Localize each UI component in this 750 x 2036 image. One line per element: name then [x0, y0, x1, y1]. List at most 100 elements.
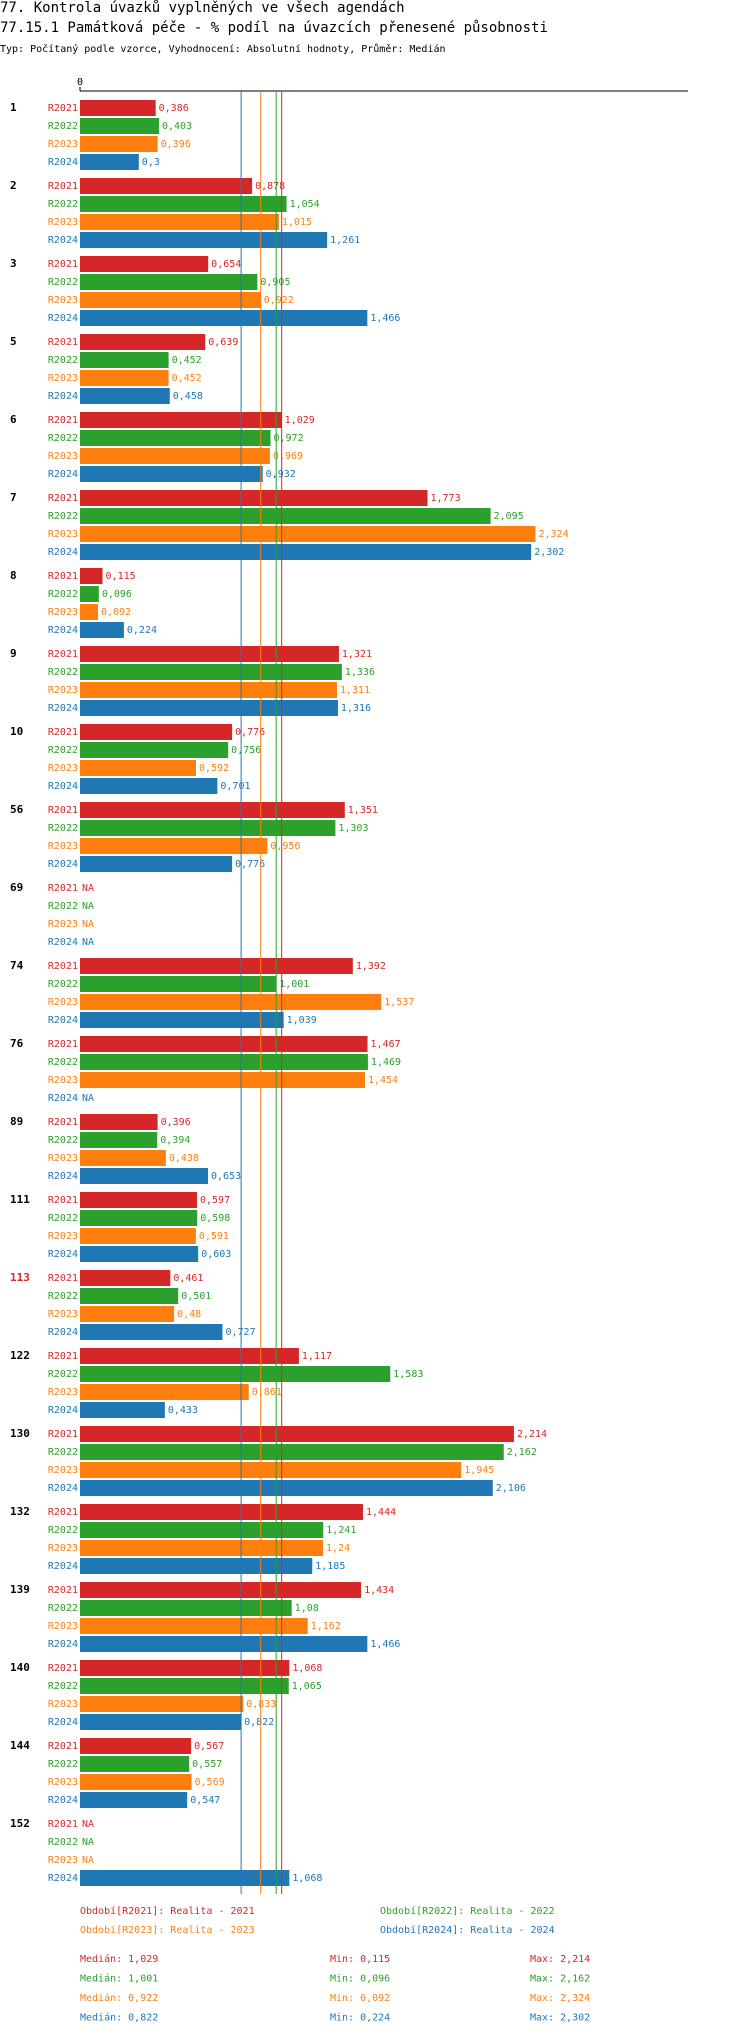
- bar-value-label: 0,932: [266, 469, 296, 480]
- series-row-label: R2022: [48, 1447, 78, 1458]
- bar-value-label: 1,444: [366, 1507, 396, 1518]
- series-row-label: R2024: [48, 1795, 78, 1806]
- stat-median-R2024: Medián: 0,822: [80, 2012, 158, 2024]
- series-row-label: R2021: [48, 1195, 78, 1206]
- series-row-label: R2023: [48, 1699, 78, 1710]
- group-label-130: 130: [10, 1427, 30, 1440]
- series-row-label: R2024: [48, 937, 78, 948]
- bar-3-R2023: [80, 292, 261, 308]
- series-row-label: R2024: [48, 625, 78, 636]
- bar-value-label: 0,3: [142, 157, 160, 168]
- bar-113-R2023: [80, 1306, 175, 1322]
- bar-89-R2024: [80, 1168, 208, 1184]
- bar-140-R2024: [80, 1714, 242, 1730]
- bar-value-label: 0,096: [102, 589, 132, 600]
- series-row-label: R2022: [48, 511, 78, 522]
- bar-74-R2022: [80, 976, 277, 992]
- series-row-label: R2022: [48, 667, 78, 678]
- series-row-label: R2023: [48, 919, 78, 930]
- group-label-3: 3: [10, 257, 17, 270]
- bar-111-R2024: [80, 1246, 199, 1262]
- series-row-label: R2023: [48, 1075, 78, 1086]
- stat-median-R2023: Medián: 0,922: [80, 1992, 158, 2004]
- bar-9-R2024: [80, 700, 338, 716]
- bar-value-label: 0,878: [255, 181, 285, 192]
- group-label-10: 10: [10, 725, 23, 738]
- series-row-label: R2022: [48, 979, 78, 990]
- bar-value-label: 0,654: [211, 259, 241, 270]
- bar-74-R2021: [80, 958, 353, 974]
- series-row-label: R2024: [48, 1093, 78, 1104]
- bar-139-R2023: [80, 1618, 308, 1634]
- series-row-label: R2021: [48, 571, 78, 582]
- bar-value-label: 0,969: [273, 451, 303, 462]
- series-row-label: R2021: [48, 1429, 78, 1440]
- bar-value-label: 0,653: [211, 1171, 241, 1182]
- bar-value-label: 0,972: [274, 433, 304, 444]
- series-row-label: R2021: [48, 727, 78, 738]
- bar-value-label: 0,776: [235, 859, 265, 870]
- stat-min-R2022: Min: 0,096: [330, 1974, 390, 1985]
- bar-7-R2022: [80, 508, 491, 524]
- bar-value-label: 0,224: [127, 625, 157, 636]
- bar-56-R2021: [80, 802, 345, 818]
- bar-2-R2024: [80, 232, 328, 248]
- bar-113-R2021: [80, 1270, 171, 1286]
- group-label-89: 89: [10, 1115, 23, 1128]
- series-row-label: R2024: [48, 1561, 78, 1572]
- bar-8-R2022: [80, 586, 99, 602]
- bar-value-label: 0,592: [199, 763, 229, 774]
- series-row-label: R2023: [48, 763, 78, 774]
- bar-10-R2022: [80, 742, 229, 758]
- bar-value-label: 1,467: [371, 1039, 401, 1050]
- series-row-label: R2023: [48, 1309, 78, 1320]
- bar-value-label: NA: [82, 901, 94, 912]
- bar-value-label: 0,501: [181, 1291, 211, 1302]
- group-label-9: 9: [10, 647, 17, 660]
- bar-value-label: 1,351: [348, 805, 378, 816]
- bar-9-R2023: [80, 682, 337, 698]
- series-row-label: R2024: [48, 157, 78, 168]
- bar-111-R2022: [80, 1210, 198, 1226]
- bar-value-label: 1,054: [290, 199, 320, 210]
- bar-value-label: 2,095: [494, 511, 524, 522]
- bar-value-label: 0,639: [208, 337, 238, 348]
- bar-value-label: 0,569: [195, 1777, 225, 1788]
- bar-value-label: 2,162: [507, 1447, 537, 1458]
- series-row-label: R2024: [48, 391, 78, 402]
- bar-76-R2022: [80, 1054, 368, 1070]
- bar-value-label: 0,603: [201, 1249, 231, 1260]
- series-row-label: R2024: [48, 1327, 78, 1338]
- bar-132-R2024: [80, 1558, 313, 1574]
- bar-144-R2022: [80, 1756, 190, 1772]
- bar-113-R2024: [80, 1324, 223, 1340]
- group-label-113: 113: [10, 1271, 30, 1284]
- bar-113-R2022: [80, 1288, 179, 1304]
- group-label-111: 111: [10, 1193, 30, 1206]
- chart-subtitle-indicator: 77.15.1 Památková péče - % podíl na úvaz…: [0, 20, 548, 36]
- bar-value-label: 0,591: [199, 1231, 229, 1242]
- series-row-label: R2023: [48, 139, 78, 150]
- series-row-label: R2022: [48, 589, 78, 600]
- series-row-label: R2024: [48, 313, 78, 324]
- bar-144-R2024: [80, 1792, 188, 1808]
- bar-132-R2023: [80, 1540, 324, 1556]
- bar-value-label: 2,214: [517, 1429, 547, 1440]
- bar-value-label: 1,08: [295, 1603, 319, 1614]
- bar-value-label: 0,776: [235, 727, 265, 738]
- bar-56-R2022: [80, 820, 336, 836]
- series-row-label: R2023: [48, 1387, 78, 1398]
- bar-140-R2022: [80, 1678, 289, 1694]
- series-row-label: R2024: [48, 547, 78, 558]
- series-row-label: R2022: [48, 1213, 78, 1224]
- series-row-label: R2024: [48, 859, 78, 870]
- series-row-label: R2023: [48, 841, 78, 852]
- bar-value-label: 0,48: [177, 1309, 201, 1320]
- series-row-label: R2024: [48, 781, 78, 792]
- series-row-label: R2022: [48, 199, 78, 210]
- bar-value-label: 0,403: [162, 121, 192, 132]
- series-row-label: R2023: [48, 607, 78, 618]
- series-row-label: R2023: [48, 451, 78, 462]
- bar-130-R2021: [80, 1426, 514, 1442]
- series-row-label: R2022: [48, 1681, 78, 1692]
